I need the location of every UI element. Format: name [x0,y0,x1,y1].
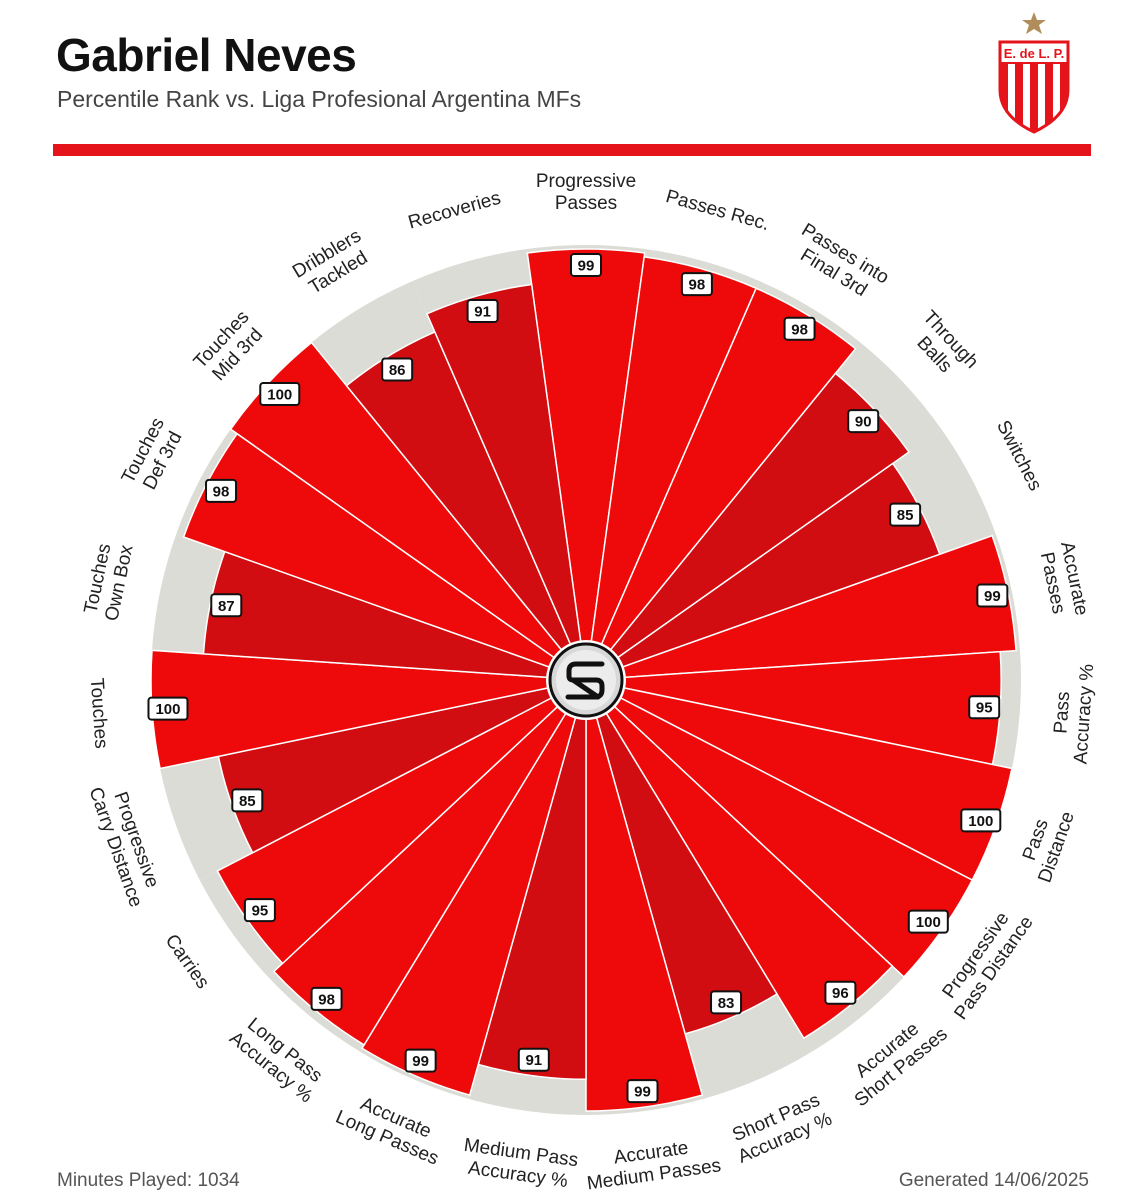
value-label-accurate-long-passes: 99 [404,1048,437,1073]
value-label-medium-pass-accuracy-pct: 91 [517,1047,550,1072]
value-label-short-pass-accuracy-pct: 83 [710,990,743,1015]
minutes-played: Minutes Played: 1034 [57,1170,240,1191]
value-label-accurate-short-passes: 96 [824,980,857,1005]
value-text-touches-mid-3rd: 100 [267,387,292,404]
category-label-touches-mid-3rd: TouchesMid 3rd [190,307,270,388]
value-label-carries: 95 [243,898,276,923]
category-label-dribblers-tackled: DribblersTackled [289,225,376,301]
value-text-accurate-long-passes: 99 [412,1053,429,1070]
header-divider [53,144,1091,156]
value-label-touches-own-box: 87 [210,593,243,618]
value-text-medium-pass-accuracy-pct: 91 [525,1052,542,1069]
category-label-touches: Touches [86,677,112,749]
value-label-through-balls: 90 [847,409,880,434]
value-label-touches-def-3rd: 98 [205,478,238,503]
category-label-through-balls: ThroughBalls [902,307,982,388]
crest-star-icon [1022,12,1046,34]
value-label-recoveries: 91 [466,298,499,323]
category-label-accurate-passes: AccuratePasses [1035,540,1092,622]
value-text-accurate-medium-passes: 99 [634,1084,651,1101]
value-text-switches: 85 [897,507,914,524]
bar-layer [150,248,1017,1112]
category-label-recoveries: Recoveries [406,188,503,234]
value-label-layer: 99 98 98 90 85 99 95 100 100 96 83 99 91 99 98 95 85 100 8… [147,252,1009,1104]
value-text-carries: 95 [252,903,269,920]
value-text-touches-def-3rd: 98 [213,483,230,500]
value-text-progressive-pass-distance: 100 [916,914,941,931]
category-label-short-pass-accuracy-pct: Short PassAccuracy % [726,1088,835,1167]
value-label-progressive-passes: 99 [570,252,602,277]
value-text-passes-into-final-3rd: 98 [791,321,808,338]
sd-logo-icon [565,661,605,700]
category-label-progressive-passes: Progressive Passes [536,171,636,214]
category-label-switches: Switches [992,417,1046,494]
value-text-through-balls: 90 [855,414,872,431]
value-text-pass-accuracy-pct: 95 [976,700,993,717]
value-text-long-pass-accuracy-pct: 98 [318,991,335,1008]
category-label-medium-pass-accuracy-pct: Medium PassAccuracy % [460,1135,580,1193]
generated-date: Generated 14/06/2025 [898,1170,1089,1191]
category-label-accurate-long-passes: AccurateLong Passes [332,1086,450,1169]
category-label-pass-accuracy-pct: PassAccuracy % [1048,662,1098,765]
value-label-accurate-passes: 99 [976,583,1009,608]
value-text-touches-own-box: 87 [218,598,235,615]
value-label-pass-accuracy-pct: 95 [968,695,1001,720]
value-text-progressive-carry-distance: 85 [239,793,256,810]
category-label-touches-def-3rd: TouchesDef 3rd [118,414,189,497]
value-label-long-pass-accuracy-pct: 98 [310,986,343,1011]
category-label-accurate-medium-passes: AccurateMedium Passes [583,1133,723,1194]
chart-subtitle: Percentile Rank vs. Liga Profesional Arg… [57,86,582,112]
value-label-passes-into-final-3rd: 98 [783,316,816,341]
value-text-passes-rec: 98 [689,277,706,294]
category-label-carries: Carries [161,931,213,993]
club-crest-icon: E. de L. P. [998,12,1070,134]
value-text-progressive-passes: 99 [578,257,595,274]
center-logo [546,640,626,720]
player-name: Gabriel Neves [56,29,357,81]
value-text-accurate-short-passes: 96 [832,985,849,1002]
value-text-touches: 100 [155,701,180,718]
value-label-passes-rec: 98 [680,272,713,297]
category-label-progressive-carry-distance: ProgressiveCarry Distance [84,777,167,910]
value-label-touches: 100 [147,696,189,721]
category-label-passes-into-final-3rd: Passes intoFinal 3rd [786,220,892,308]
value-text-dribblers-tackled: 86 [389,362,406,379]
category-label-pass-distance: PassDistance [1014,802,1079,886]
category-label-passes-rec: Passes Rec. [663,186,771,235]
value-label-pass-distance: 100 [960,808,1002,833]
value-text-accurate-passes: 99 [984,588,1001,605]
category-label-long-pass-accuracy-pct: Long PassAccuracy % [225,1011,330,1108]
value-text-pass-distance: 100 [968,813,993,830]
category-label-touches-own-box: TouchesOwn Box [80,538,138,623]
value-label-switches: 85 [889,502,922,527]
value-label-dribblers-tackled: 86 [381,357,414,382]
value-text-recoveries: 91 [474,303,491,320]
value-label-accurate-medium-passes: 99 [626,1079,659,1104]
crest-text: E. de L. P. [1004,46,1064,61]
value-text-short-pass-accuracy-pct: 83 [718,995,735,1012]
value-label-progressive-pass-distance: 100 [907,909,949,934]
value-label-progressive-carry-distance: 85 [231,788,264,813]
value-label-touches-mid-3rd: 100 [259,382,301,407]
